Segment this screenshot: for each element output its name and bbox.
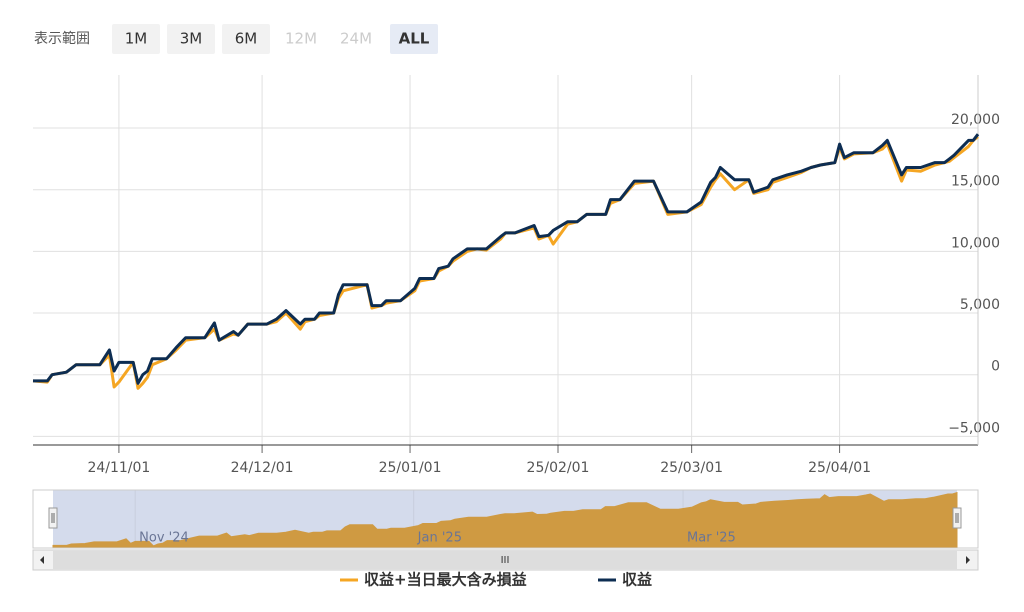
range-label: 表示範囲 xyxy=(34,30,90,47)
y-tick-label: 20,000 xyxy=(951,112,1000,128)
series-line xyxy=(33,133,980,385)
range-button xyxy=(332,24,380,54)
x-tick-label: 24/12/01 xyxy=(231,460,294,476)
x-tick-label: 25/04/01 xyxy=(808,460,871,476)
y-tick-label: −5,000 xyxy=(948,420,1000,436)
navigator-tick-label: Nov '24 xyxy=(139,531,189,546)
y-tick-label: 5,000 xyxy=(960,297,1000,313)
navigator: Nov '24 Jan '25 Mar '25 xyxy=(32,489,979,549)
range-button-label: 1M xyxy=(125,30,148,48)
y-tick-label: 15,000 xyxy=(951,174,1000,190)
x-tick-label: 25/01/01 xyxy=(379,460,442,476)
legend-label[interactable]: 収益+当日最大含み損益 xyxy=(364,571,527,589)
x-tick-label: 25/03/01 xyxy=(660,460,723,476)
range-button[interactable] xyxy=(390,24,438,54)
legend-label[interactable]: 収益 xyxy=(622,571,652,589)
range-button[interactable] xyxy=(112,24,160,54)
x-tick-label: 25/02/01 xyxy=(527,460,590,476)
range-button-label: 3M xyxy=(180,30,203,48)
range-button[interactable] xyxy=(222,24,270,54)
y-tick-label: 10,000 xyxy=(951,235,1000,251)
range-button xyxy=(277,24,325,54)
range-button-label: ALL xyxy=(399,30,430,48)
legend: 収益+当日最大含み損益 収益 xyxy=(340,571,652,589)
range-button-label: 24M xyxy=(340,30,372,48)
scrollbar-grip: III xyxy=(501,555,510,566)
range-button-label: 6M xyxy=(235,30,258,48)
scroll-left[interactable] xyxy=(40,556,44,564)
plot xyxy=(32,133,980,390)
range-buttons: 1M 3M 6M 12M 24M ALL xyxy=(112,24,438,54)
y-tick-label: 0 xyxy=(991,359,1000,375)
scroll-right[interactable] xyxy=(966,556,970,564)
grid: −5,000 0 5,000 10,000 15,000 20,000 24/11/01 24… xyxy=(33,75,1000,476)
navigator-outline xyxy=(32,489,979,549)
x-tick-label: 24/11/01 xyxy=(87,460,150,476)
range-button[interactable] xyxy=(167,24,215,54)
navigator-tick-label: Mar '25 xyxy=(687,531,736,546)
navigator-area xyxy=(52,491,958,549)
navigator-handle[interactable] xyxy=(952,507,962,529)
range-button-label: 12M xyxy=(285,30,317,48)
navigator-tick-label: Jan '25 xyxy=(417,531,462,546)
scrollbar-thumb[interactable] xyxy=(53,551,957,569)
navigator-handle[interactable] xyxy=(48,507,58,529)
